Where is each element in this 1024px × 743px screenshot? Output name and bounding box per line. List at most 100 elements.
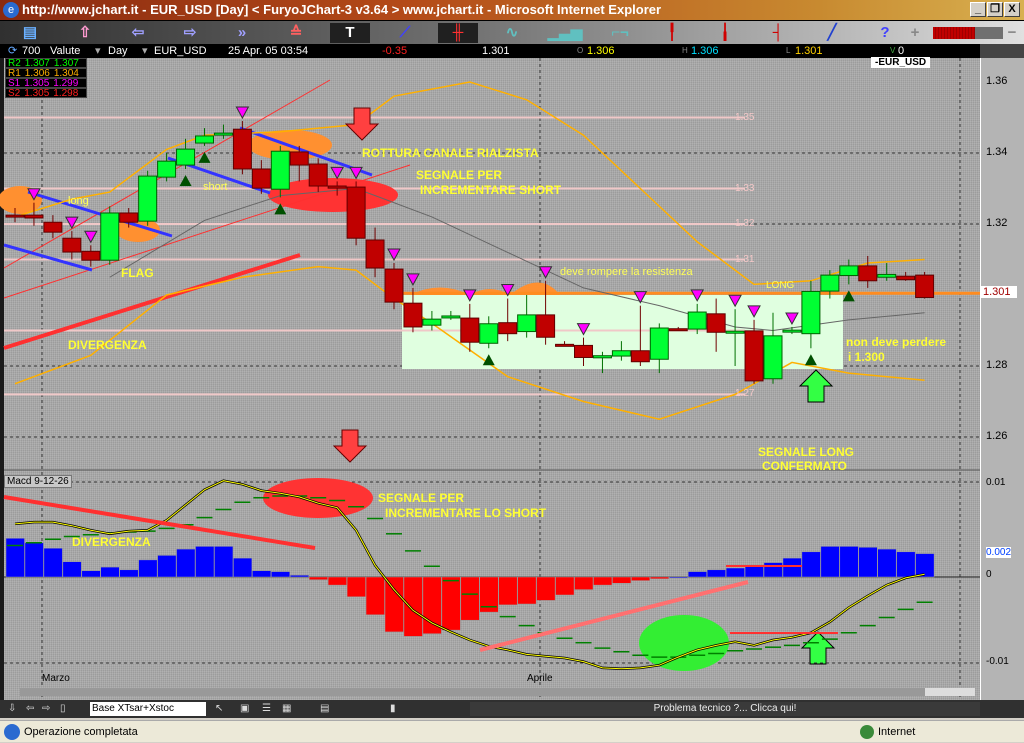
candle-body[interactable] — [536, 314, 556, 338]
candle-body[interactable] — [176, 148, 196, 166]
candle-body[interactable] — [877, 273, 897, 278]
fibonacci-icon[interactable]: ≙ — [289, 24, 303, 41]
candle-body[interactable] — [251, 168, 271, 189]
zoom-in-button[interactable]: + — [910, 24, 920, 41]
line-chart-icon[interactable]: ∿ — [505, 24, 519, 41]
download-icon[interactable]: ⇩ — [8, 703, 17, 714]
candle-body[interactable] — [365, 239, 385, 269]
candle-body[interactable] — [858, 265, 878, 282]
support-link[interactable]: Problema tecnico ?... Clicca qui! — [470, 702, 980, 716]
candle-body[interactable] — [706, 313, 726, 333]
chevron-down-icon[interactable]: ▾ — [95, 45, 101, 57]
cursor-icon[interactable]: ↖ — [215, 703, 224, 714]
marker-down-icon[interactable]: ╽ — [720, 24, 730, 41]
scrollbar-thumb[interactable] — [925, 688, 975, 696]
upload-icon[interactable]: ⇧ — [78, 24, 92, 41]
candle-body[interactable] — [668, 328, 688, 332]
zoom-out-button[interactable]: − — [1007, 24, 1017, 41]
candle-body[interactable] — [896, 275, 916, 281]
macd-label[interactable]: Macd 9-12-26 — [4, 475, 72, 488]
candle-body[interactable] — [213, 132, 233, 136]
candle-body[interactable] — [460, 317, 480, 343]
maximize-chart-icon[interactable] — [980, 44, 1024, 58]
candle-body[interactable] — [81, 250, 101, 261]
bar-chart-icon[interactable]: ▁▃▅ — [547, 24, 583, 41]
back-icon[interactable]: ⇦ — [26, 703, 35, 714]
color-icon[interactable]: ▮ — [390, 703, 396, 714]
flag-upper-line[interactable] — [27, 190, 173, 238]
forward-arrow-icon[interactable]: ⇨ — [183, 24, 197, 41]
market-select[interactable]: Valute — [50, 45, 81, 57]
draw-icon[interactable]: ⟋ — [399, 24, 411, 41]
chevron-down-icon[interactable]: ▾ — [142, 45, 148, 57]
list-icon[interactable]: ☰ — [262, 703, 271, 714]
candle-body[interactable] — [232, 128, 252, 170]
candle-body[interactable] — [687, 311, 707, 330]
candle-body[interactable] — [801, 290, 821, 335]
candle-body[interactable] — [5, 214, 25, 218]
candle-body[interactable] — [62, 237, 82, 253]
refresh-icon[interactable]: ⟳ — [8, 45, 18, 57]
candle-body[interactable] — [498, 322, 518, 335]
candle-body[interactable] — [24, 214, 44, 219]
candle-body[interactable] — [441, 315, 461, 319]
marker-up-icon[interactable]: ╿ — [667, 24, 677, 41]
marker-side-icon[interactable]: ┤ — [772, 24, 784, 41]
candle-body[interactable] — [649, 327, 669, 360]
candle-body[interactable] — [555, 343, 575, 347]
horizontal-scrollbar[interactable] — [20, 688, 975, 696]
close-button[interactable]: X — [1004, 2, 1020, 17]
candle-body[interactable] — [422, 318, 442, 326]
candle-body[interactable] — [195, 135, 214, 144]
candle-body[interactable] — [43, 221, 63, 233]
minimize-button[interactable]: _ — [970, 2, 986, 17]
zoom-slider[interactable] — [933, 27, 1003, 39]
candle-body[interactable] — [157, 160, 177, 178]
template-field[interactable]: Base XTsar+Xstoc — [90, 702, 206, 716]
candle-body[interactable] — [308, 163, 328, 187]
back-arrow-icon[interactable]: ⇦ — [131, 24, 145, 41]
candle-body[interactable] — [820, 274, 840, 292]
forward-icon[interactable]: ⇨ — [42, 703, 51, 714]
candle-body[interactable] — [915, 274, 935, 298]
text-tool-icon[interactable]: T — [330, 23, 370, 43]
candle-body[interactable] — [592, 355, 612, 359]
open-folder-icon[interactable]: ▤ — [22, 24, 38, 41]
candle-body[interactable] — [327, 185, 347, 189]
bars-count[interactable]: 700 — [22, 45, 41, 57]
restore-button[interactable]: ❐ — [987, 2, 1003, 17]
candle-body[interactable] — [517, 314, 537, 333]
period-select[interactable]: Day — [108, 45, 128, 57]
candle-body[interactable] — [270, 150, 290, 190]
candle-body[interactable] — [611, 350, 631, 357]
candle-body[interactable] — [574, 344, 593, 358]
candle-body[interactable] — [725, 330, 745, 334]
candle-body[interactable] — [100, 212, 120, 261]
macd-trend-line[interactable] — [479, 580, 749, 652]
pen-icon[interactable]: ╱ — [827, 24, 837, 41]
candle-body[interactable] — [403, 302, 423, 328]
flag-lower-line[interactable] — [3, 243, 93, 272]
candlestick-icon[interactable]: ╫ — [438, 23, 478, 43]
step-chart-icon[interactable]: ⌐¬ — [611, 24, 629, 41]
candle-body[interactable] — [346, 186, 366, 239]
candle-body[interactable] — [839, 265, 859, 276]
page-icon[interactable]: ▯ — [60, 703, 66, 714]
image-icon[interactable]: ▣ — [240, 703, 250, 714]
candle-body[interactable] — [289, 151, 309, 166]
grid-icon[interactable]: ▦ — [282, 703, 292, 714]
candle-body[interactable] — [763, 335, 783, 380]
symbol-select[interactable]: EUR_USD — [154, 45, 207, 57]
candle-body[interactable] — [782, 329, 802, 333]
fast-forward-icon[interactable]: » — [237, 24, 247, 41]
settings-icon[interactable]: ▤ — [320, 703, 330, 714]
divergence-line[interactable] — [3, 253, 301, 350]
help-icon[interactable]: ? — [880, 24, 890, 41]
candle-body[interactable] — [119, 212, 139, 223]
candle-body[interactable] — [384, 268, 404, 303]
candle-body[interactable] — [479, 323, 499, 344]
macd-divergence-line[interactable] — [3, 495, 316, 550]
candle-body[interactable] — [138, 175, 158, 222]
candle-body[interactable] — [630, 350, 650, 363]
candle-body[interactable] — [744, 330, 764, 382]
